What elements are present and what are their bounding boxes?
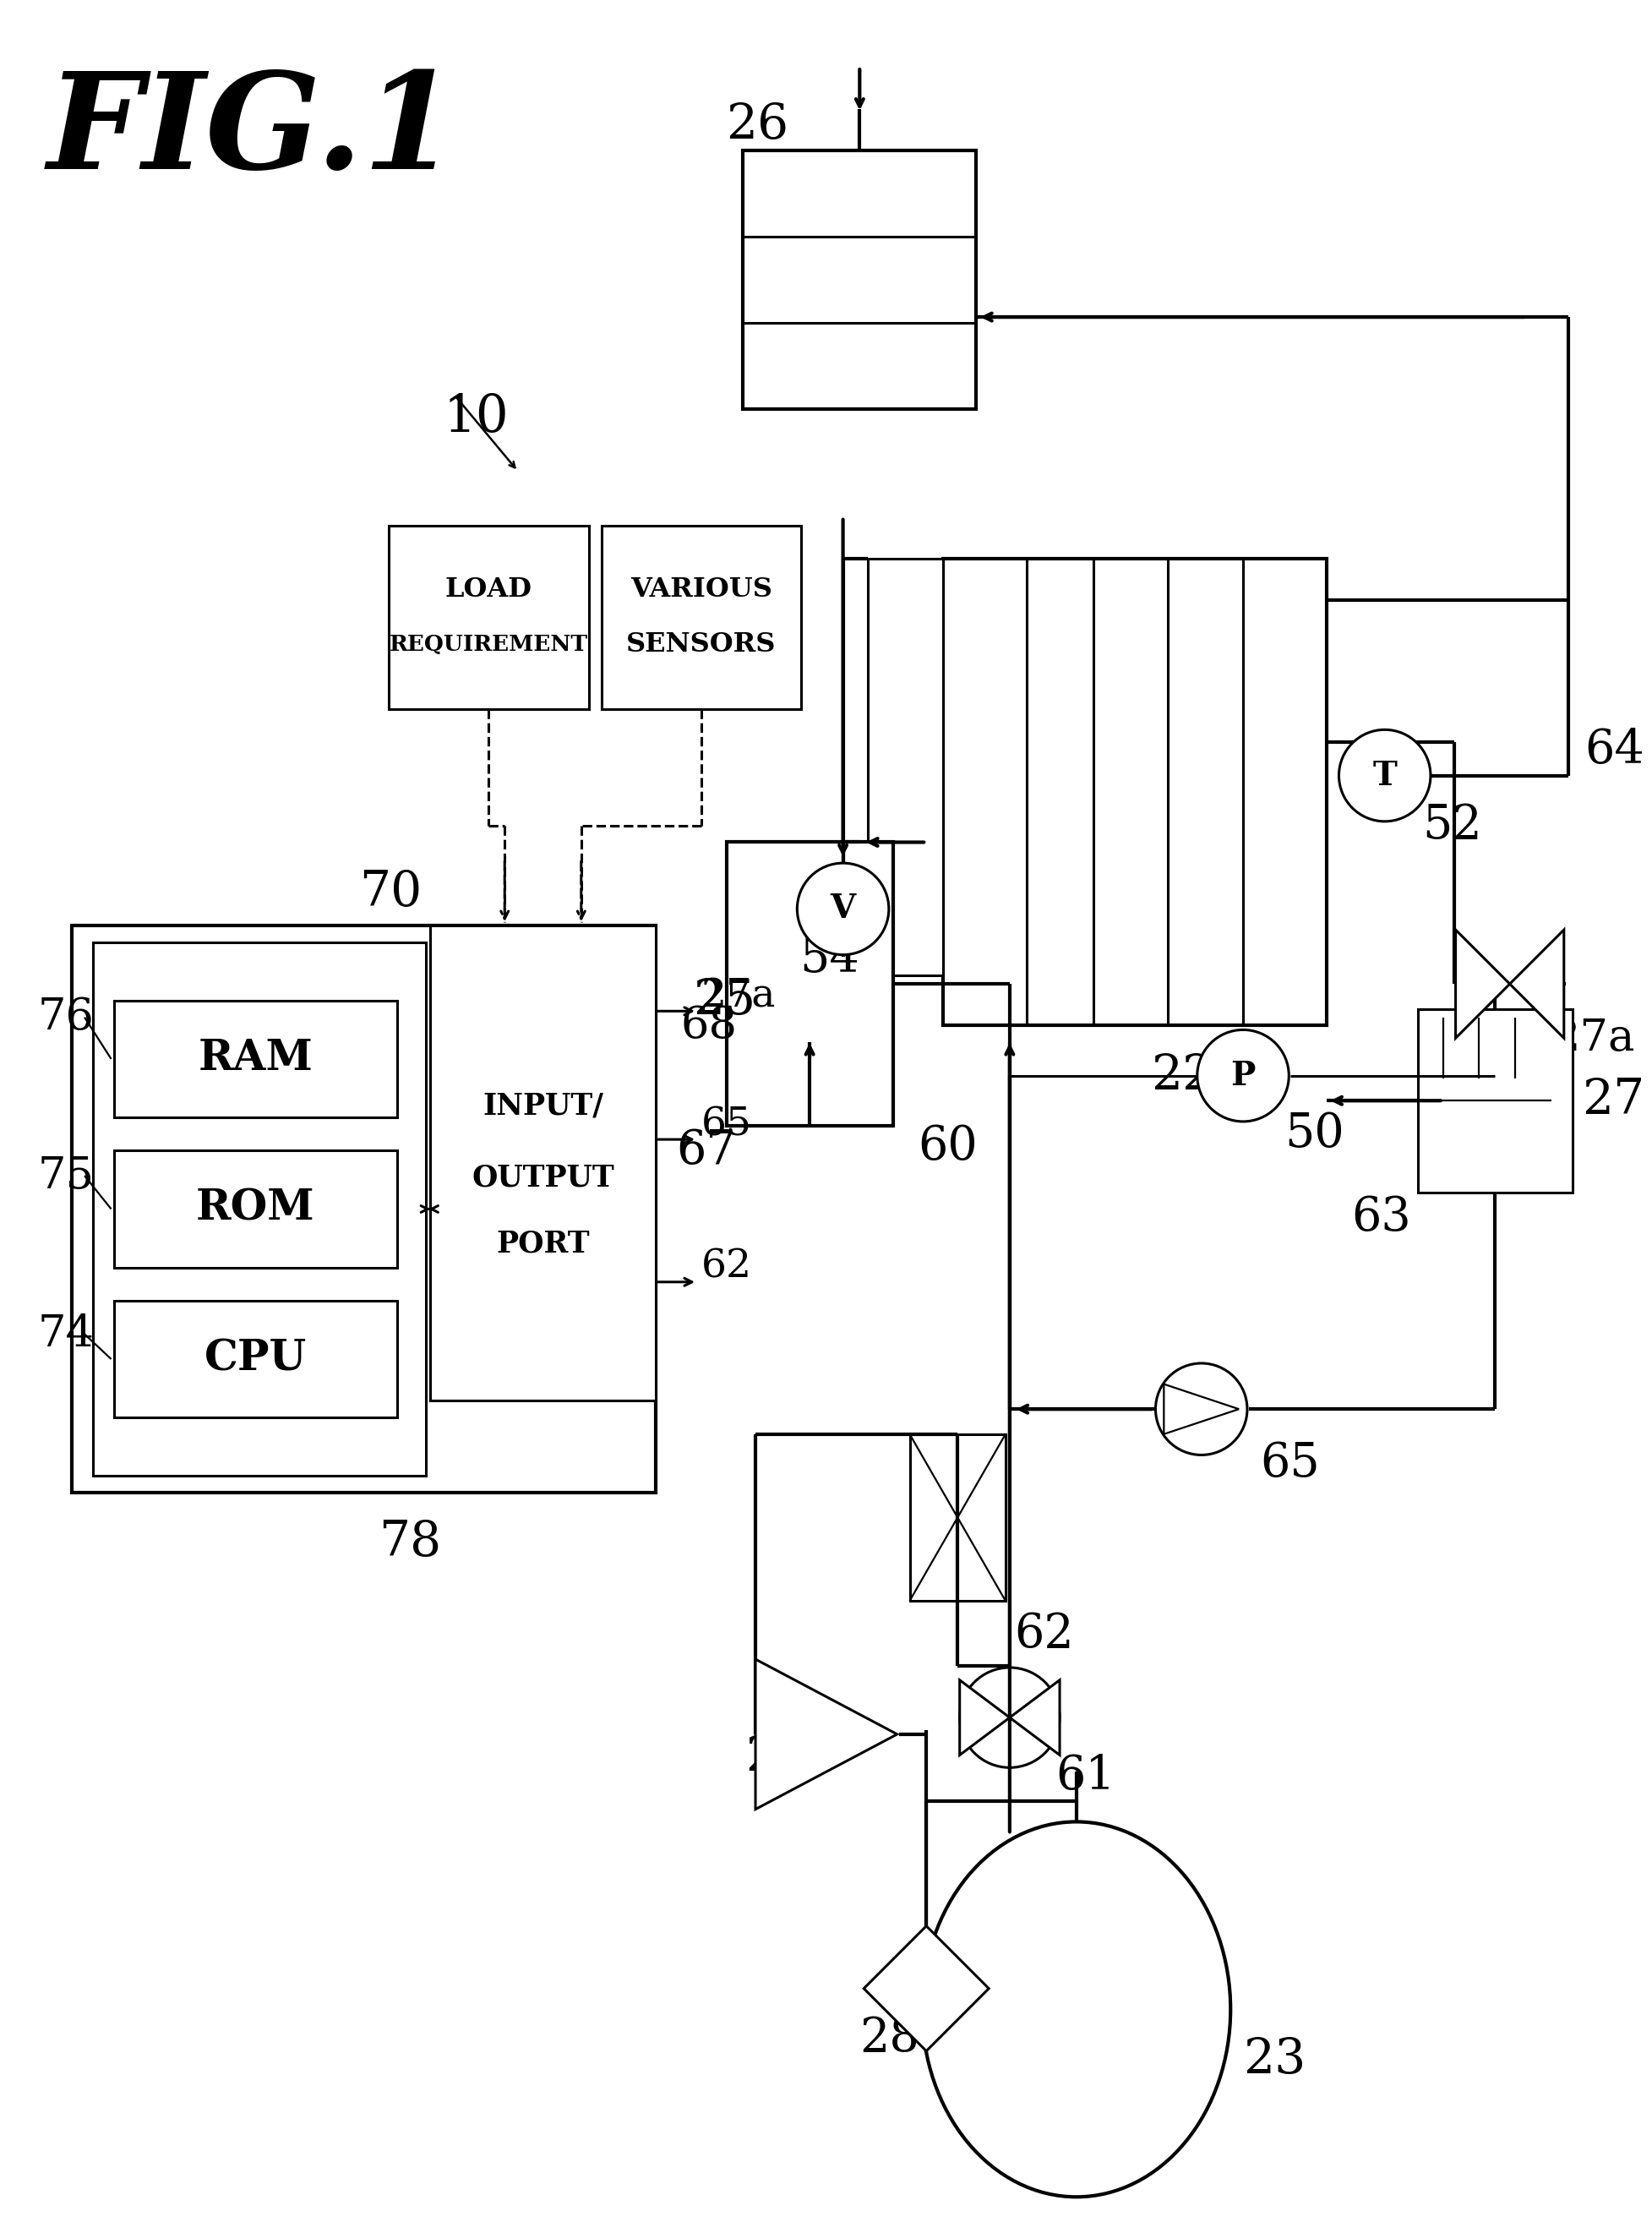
- Text: LOAD: LOAD: [444, 576, 532, 603]
- Text: 24: 24: [745, 1733, 805, 1780]
- Text: 27: 27: [1581, 1076, 1644, 1125]
- Polygon shape: [960, 1679, 1009, 1755]
- Text: SENSORS: SENSORS: [626, 632, 776, 659]
- Text: P: P: [1231, 1061, 1256, 1092]
- Polygon shape: [1508, 929, 1563, 1038]
- Text: CPU: CPU: [205, 1338, 307, 1380]
- Text: 22: 22: [1151, 1052, 1214, 1099]
- Text: 74: 74: [38, 1313, 94, 1355]
- Text: 76: 76: [38, 996, 94, 1038]
- Text: V: V: [829, 893, 856, 924]
- Text: RAM: RAM: [198, 1038, 312, 1081]
- Text: 54: 54: [800, 936, 859, 983]
- Text: FIG.1: FIG.1: [46, 67, 458, 197]
- Bar: [725, 842, 892, 1125]
- Text: 68: 68: [681, 1005, 737, 1047]
- Ellipse shape: [922, 1822, 1231, 2197]
- Text: ROM: ROM: [197, 1188, 314, 1230]
- Text: 61: 61: [1056, 1753, 1115, 1800]
- Text: 27a: 27a: [1551, 1016, 1634, 1061]
- Text: 70: 70: [360, 869, 423, 916]
- Polygon shape: [755, 1659, 897, 1809]
- Text: 10: 10: [443, 391, 509, 442]
- Bar: [114, 1150, 396, 1268]
- Polygon shape: [1163, 1384, 1239, 1434]
- Text: PORT: PORT: [496, 1230, 590, 1259]
- Bar: [93, 942, 426, 1476]
- Text: 65: 65: [1259, 1440, 1318, 1487]
- Text: 62: 62: [1013, 1610, 1074, 1657]
- Bar: [73, 927, 656, 1492]
- Polygon shape: [1009, 1679, 1059, 1755]
- Text: 75: 75: [38, 1154, 94, 1197]
- Text: 63: 63: [1351, 1195, 1411, 1242]
- Text: REQUIREMENT: REQUIREMENT: [390, 634, 588, 654]
- Bar: [601, 525, 801, 708]
- Circle shape: [1196, 1029, 1289, 1121]
- Text: 25: 25: [692, 978, 755, 1025]
- Circle shape: [1155, 1364, 1247, 1456]
- Text: 64: 64: [1584, 728, 1644, 773]
- Bar: [114, 1302, 396, 1418]
- Bar: [1417, 1009, 1571, 1192]
- Text: 52: 52: [1421, 802, 1482, 849]
- Text: OUTPUT: OUTPUT: [471, 1163, 615, 1192]
- Circle shape: [1338, 730, 1431, 822]
- Text: 62: 62: [700, 1248, 752, 1286]
- Circle shape: [796, 864, 889, 956]
- Text: 78: 78: [378, 1518, 441, 1565]
- Text: 28: 28: [859, 2016, 919, 2061]
- Text: INPUT/: INPUT/: [482, 1092, 603, 1121]
- Text: T: T: [1371, 759, 1396, 790]
- Text: 23: 23: [1242, 2036, 1305, 2083]
- Bar: [867, 558, 943, 976]
- Text: 67: 67: [676, 1128, 735, 1175]
- Bar: [743, 150, 976, 409]
- Polygon shape: [864, 1927, 988, 2052]
- Bar: [114, 1000, 396, 1116]
- Circle shape: [960, 1668, 1059, 1769]
- Bar: [388, 525, 588, 708]
- Polygon shape: [1455, 929, 1508, 1038]
- Text: 27a: 27a: [700, 978, 776, 1016]
- Text: 26: 26: [725, 103, 788, 150]
- Bar: [943, 558, 1325, 1025]
- Text: VARIOUS: VARIOUS: [629, 576, 771, 603]
- Text: 60: 60: [917, 1123, 978, 1170]
- Text: 65: 65: [700, 1105, 752, 1143]
- Text: 50: 50: [1284, 1110, 1343, 1157]
- Bar: [909, 1434, 1004, 1601]
- Bar: [430, 927, 656, 1400]
